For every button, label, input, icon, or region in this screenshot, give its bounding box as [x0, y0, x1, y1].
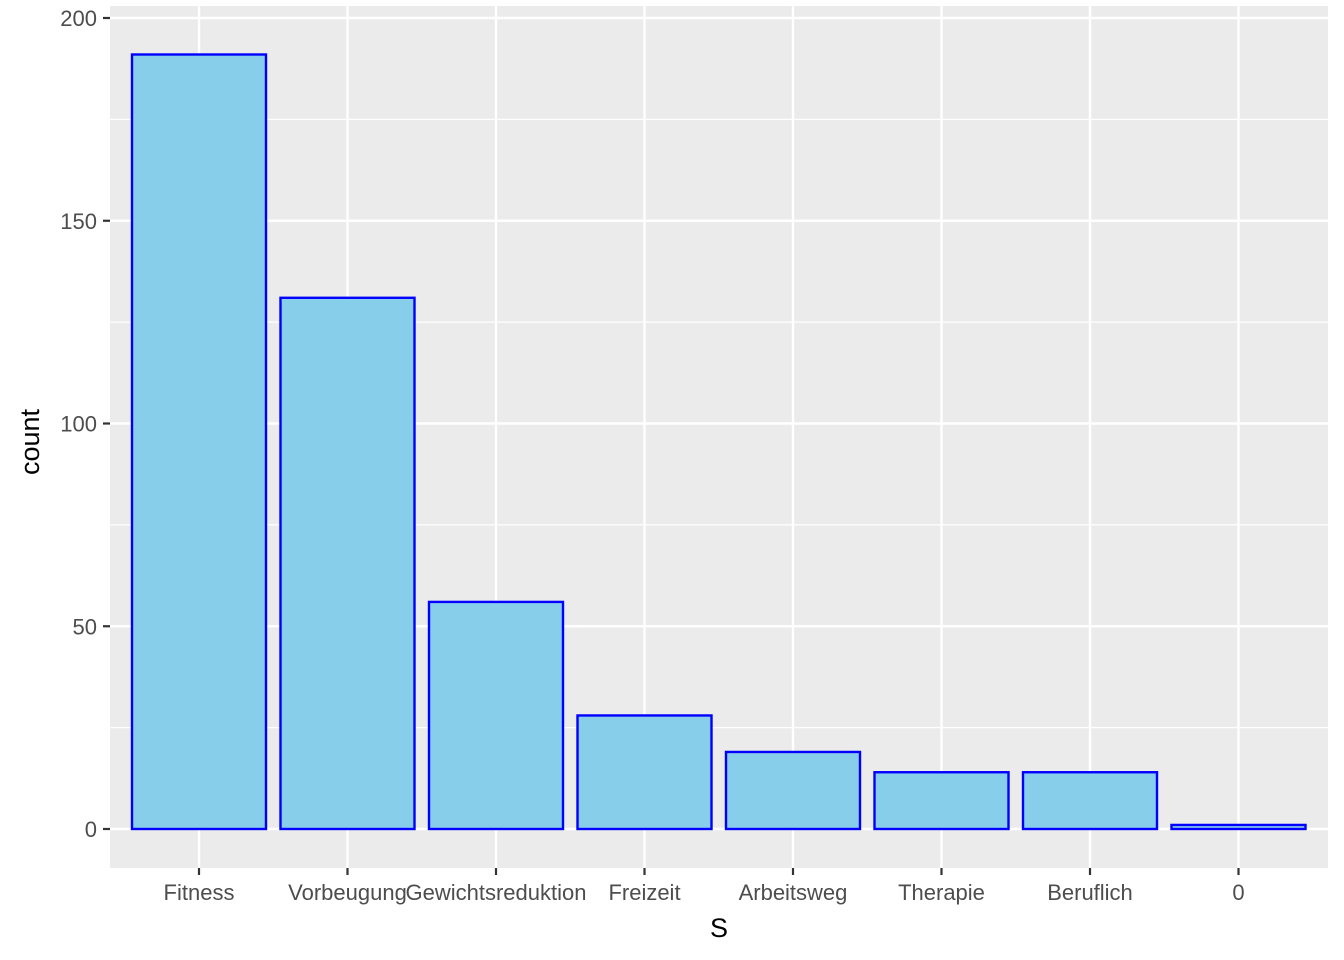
y-tick-label: 100 [60, 412, 97, 437]
bar-fitness [130, 53, 268, 831]
bar-vorbeugung [279, 296, 416, 831]
bar-arbeitsweg [724, 750, 862, 831]
y-axis-title: count [15, 408, 45, 475]
x-tick-label: Arbeitsweg [739, 880, 848, 905]
bar-therapie [873, 771, 1010, 831]
y-tick-label: 200 [60, 6, 97, 31]
x-tick-label: Fitness [164, 880, 235, 905]
x-tick-label: Gewichtsreduktion [406, 880, 587, 905]
x-axis-title: S [710, 913, 728, 943]
x-tick-label: Freizeit [608, 880, 680, 905]
bar-0 [1170, 823, 1307, 831]
y-axis: 0 50 100 150 200 [60, 6, 110, 842]
x-tick-label: Therapie [898, 880, 985, 905]
bars [130, 53, 1307, 831]
bar-beruflich [1021, 771, 1159, 831]
y-tick-label: 150 [60, 209, 97, 234]
x-tick-label: Beruflich [1047, 880, 1133, 905]
x-tick-label: Vorbeugung [288, 880, 407, 905]
bar-freizeit [576, 714, 713, 831]
y-tick-label: 0 [85, 817, 97, 842]
bar-gewichtsreduktion [427, 600, 565, 831]
x-tick-label: 0 [1232, 880, 1244, 905]
y-tick-label: 50 [73, 614, 97, 639]
